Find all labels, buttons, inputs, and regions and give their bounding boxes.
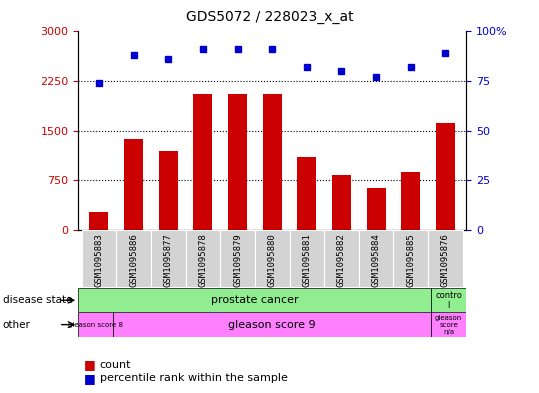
- Text: GSM1095884: GSM1095884: [372, 233, 381, 286]
- Text: GSM1095879: GSM1095879: [233, 233, 242, 286]
- Text: GSM1095883: GSM1095883: [94, 233, 103, 286]
- Text: GSM1095880: GSM1095880: [268, 233, 277, 286]
- Bar: [113, 312, 431, 337]
- Text: GSM1095878: GSM1095878: [198, 233, 208, 286]
- Bar: [124, 139, 143, 230]
- Text: percentile rank within the sample: percentile rank within the sample: [100, 373, 288, 383]
- Bar: [255, 230, 289, 287]
- Text: gleason
score
n/a: gleason score n/a: [435, 315, 462, 334]
- Text: gleason score 8: gleason score 8: [68, 321, 123, 328]
- Bar: [332, 175, 351, 230]
- Text: GSM1095882: GSM1095882: [337, 233, 346, 286]
- Bar: [116, 230, 151, 287]
- Bar: [89, 212, 108, 230]
- Bar: [289, 230, 324, 287]
- Bar: [431, 288, 466, 312]
- Bar: [228, 94, 247, 230]
- Bar: [220, 230, 255, 287]
- Text: disease state: disease state: [3, 295, 72, 305]
- Text: GSM1095885: GSM1095885: [406, 233, 415, 286]
- Text: GSM1095876: GSM1095876: [441, 233, 450, 286]
- Bar: [428, 230, 463, 287]
- Bar: [158, 151, 178, 230]
- Bar: [194, 94, 212, 230]
- Bar: [401, 173, 420, 230]
- Bar: [262, 94, 282, 230]
- Bar: [81, 230, 116, 287]
- Bar: [151, 230, 185, 287]
- Bar: [185, 230, 220, 287]
- Bar: [359, 230, 393, 287]
- Bar: [393, 230, 428, 287]
- Bar: [298, 157, 316, 230]
- Text: other: other: [3, 320, 31, 330]
- Text: GSM1095881: GSM1095881: [302, 233, 312, 286]
- Text: prostate cancer: prostate cancer: [211, 295, 299, 305]
- Text: gleason score 9: gleason score 9: [229, 320, 316, 330]
- Text: ■: ■: [84, 358, 95, 371]
- Bar: [436, 123, 455, 230]
- Text: GSM1095877: GSM1095877: [164, 233, 172, 286]
- Bar: [78, 312, 113, 337]
- Bar: [367, 188, 386, 230]
- Text: GDS5072 / 228023_x_at: GDS5072 / 228023_x_at: [186, 10, 353, 24]
- Text: count: count: [100, 360, 131, 370]
- Text: contro
l: contro l: [435, 290, 462, 310]
- Text: GSM1095886: GSM1095886: [129, 233, 138, 286]
- Bar: [431, 312, 466, 337]
- Text: ■: ■: [84, 371, 95, 385]
- Bar: [324, 230, 359, 287]
